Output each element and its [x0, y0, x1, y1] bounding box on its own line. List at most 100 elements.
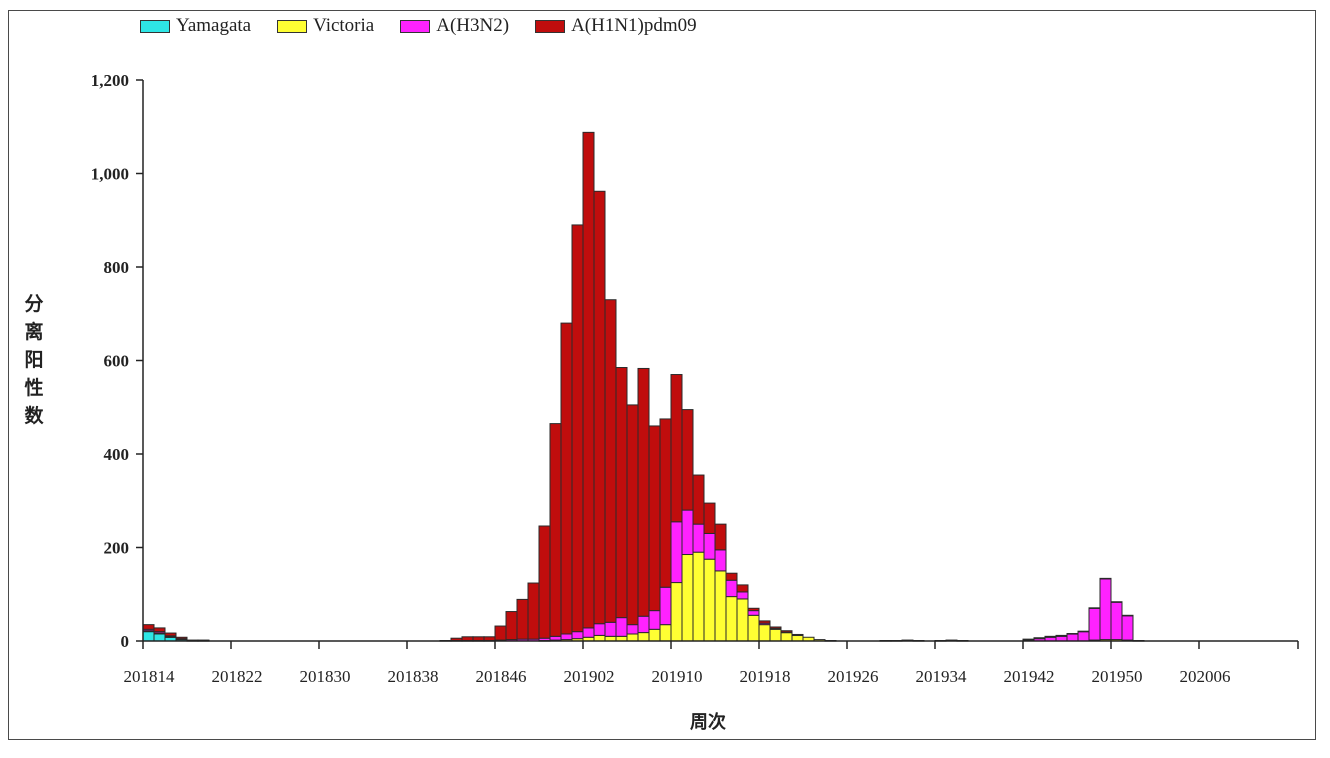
- bar-segment: [791, 633, 804, 636]
- bar-segment: [538, 525, 551, 639]
- bar-segment: [637, 632, 650, 642]
- bar-segment: [714, 523, 727, 551]
- bar-segment: [1099, 577, 1112, 580]
- legend-label: Victoria: [313, 15, 375, 36]
- y-tick-label: 0: [121, 632, 130, 651]
- x-tick-label: 201942: [1004, 667, 1055, 686]
- bar-segment: [516, 598, 529, 640]
- x-tick-label: 201910: [652, 667, 703, 686]
- legend-item-victoria: Victoria: [277, 15, 374, 37]
- bar-segment: [593, 634, 606, 642]
- bar-segment: [637, 367, 650, 617]
- bar-segment: [1121, 614, 1134, 617]
- bar-segment: [692, 551, 705, 642]
- bar-segment: [725, 572, 738, 581]
- bar-segment: [153, 633, 166, 642]
- x-tick-label: 201934: [916, 667, 968, 686]
- bar-segment: [1110, 601, 1123, 603]
- bar-segment: [714, 549, 727, 572]
- bar-segment: [615, 617, 628, 637]
- bar-segment: [692, 523, 705, 553]
- x-tick-label: 201814: [124, 667, 176, 686]
- bar-segment: [626, 624, 639, 635]
- bar-segment: [659, 624, 672, 642]
- bar-segment: [604, 621, 617, 637]
- bar-segment: [142, 624, 155, 630]
- bar-segment: [626, 633, 639, 642]
- bar-segment: [747, 610, 760, 616]
- y-tick-label: 1,000: [91, 165, 129, 184]
- x-tick-label: 201950: [1092, 667, 1143, 686]
- bar-segment: [571, 631, 584, 640]
- bar-segment: [714, 570, 727, 642]
- x-tick-label: 201846: [476, 667, 527, 686]
- chart-frame: [8, 10, 1316, 740]
- bar-segment: [1088, 607, 1101, 609]
- bar-segment: [725, 579, 738, 598]
- bar-segment: [648, 628, 661, 642]
- bar-segment: [1110, 601, 1123, 641]
- bar-segment: [670, 582, 683, 642]
- bar-segment: [736, 598, 749, 642]
- bar-segment: [1077, 631, 1090, 642]
- x-axis-title: 周次: [690, 712, 726, 733]
- y-tick-label: 400: [104, 445, 130, 464]
- bar-segment: [670, 521, 683, 584]
- bar-segment: [1044, 635, 1057, 638]
- y-tick-label: 800: [104, 258, 130, 277]
- x-tick-label: 202006: [1180, 667, 1231, 686]
- bar-segment: [582, 131, 595, 629]
- bar-segment: [560, 322, 573, 635]
- legend-label: Yamagata: [176, 15, 252, 36]
- legend-swatch: [277, 19, 308, 33]
- bar-segment: [703, 532, 716, 560]
- legend-swatch: [140, 19, 170, 33]
- bar-segment: [483, 636, 496, 642]
- bar-segment: [703, 558, 716, 642]
- bar-segment: [725, 596, 738, 642]
- bar-segment: [527, 582, 540, 640]
- bar-segment: [1077, 630, 1090, 633]
- y-axis-title: 分离阳性数: [24, 293, 44, 427]
- bar-segment: [703, 502, 716, 534]
- x-tick-label: 201830: [300, 667, 351, 686]
- bar-segment: [1121, 615, 1134, 641]
- bar-segment: [505, 611, 518, 641]
- bar-segment: [747, 614, 760, 642]
- bar-segment: [175, 636, 188, 640]
- bar-segment: [780, 630, 793, 633]
- y-tick-label: 200: [104, 539, 130, 558]
- bar-segment: [560, 633, 573, 641]
- bar-segment: [758, 620, 771, 624]
- bar-segment: [637, 615, 650, 634]
- bar-segment: [769, 626, 782, 629]
- bar-segment: [604, 299, 617, 623]
- x-tick-label: 201822: [212, 667, 263, 686]
- legend-item-h3n2: A(H3N2): [400, 15, 509, 37]
- legend-swatch: [535, 19, 566, 33]
- legend-swatch: [400, 19, 431, 33]
- bar-segment: [670, 374, 683, 523]
- bar-segment: [142, 631, 155, 642]
- bar-segment: [549, 635, 562, 641]
- bar-segment: [1055, 634, 1068, 637]
- bar-segment: [626, 404, 639, 626]
- bar-segment: [648, 425, 661, 612]
- bar-segment: [450, 637, 463, 642]
- bar-segment: [780, 632, 793, 642]
- bar-segment: [1066, 633, 1079, 635]
- bar-segment: [494, 625, 507, 641]
- bar-segment: [461, 636, 474, 642]
- bar-segment: [593, 623, 606, 636]
- legend-label: A(H3N2): [436, 15, 510, 36]
- x-tick-label: 201838: [388, 667, 439, 686]
- bar-segment: [758, 624, 771, 642]
- bar-segment: [571, 224, 584, 633]
- y-tick-label: 600: [104, 352, 130, 371]
- bar-segment: [615, 367, 628, 619]
- x-tick-label: 201926: [828, 667, 879, 686]
- bar-segment: [549, 423, 562, 637]
- y-tick-label: 1,200: [91, 71, 129, 90]
- bar-segment: [1033, 637, 1046, 640]
